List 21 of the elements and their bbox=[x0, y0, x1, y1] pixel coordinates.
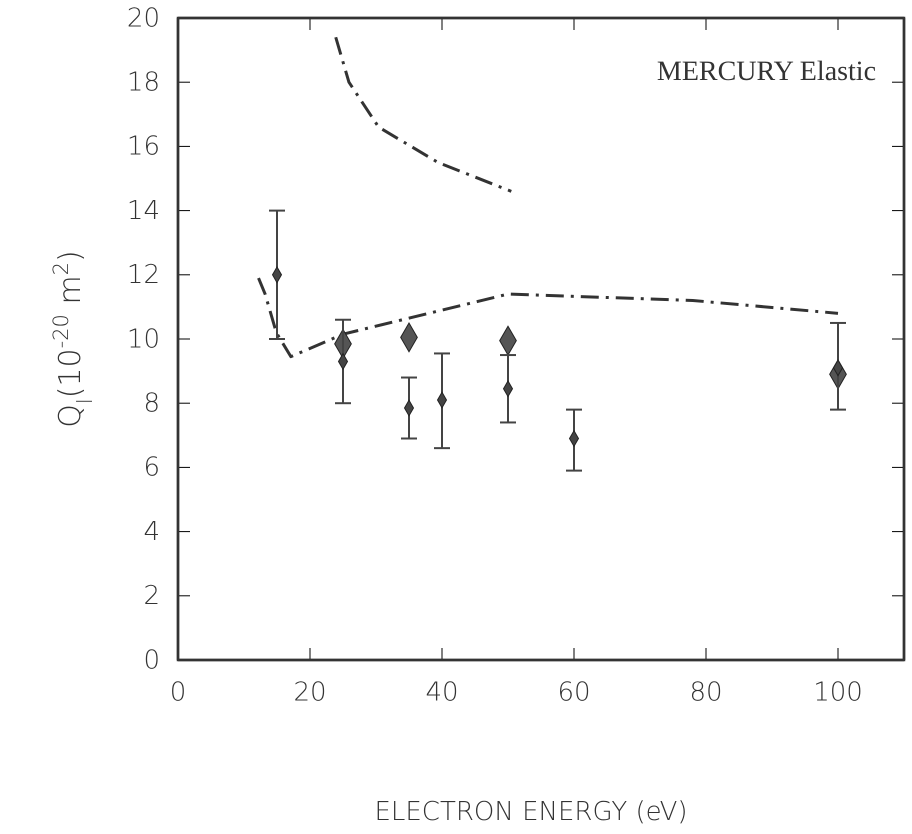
y-tick-label: 0 bbox=[143, 645, 160, 676]
y-tick-label: 20 bbox=[126, 3, 160, 34]
x-tick-label: 60 bbox=[557, 677, 591, 708]
x-tick-label: 20 bbox=[293, 677, 327, 708]
x-tick-label: 0 bbox=[170, 677, 186, 708]
y-tick-label: 14 bbox=[126, 196, 160, 226]
text: MERCURY Elastic bbox=[656, 56, 876, 87]
y-tick-label: 18 bbox=[126, 68, 160, 98]
y-tick-label: 16 bbox=[126, 132, 160, 162]
x-axis-title: ELECTRON ENERGY (eV) bbox=[374, 797, 688, 827]
line-series bbox=[257, 276, 840, 358]
line-series bbox=[334, 36, 513, 193]
x-tick-label: 100 bbox=[813, 677, 863, 708]
x-tick-label: 40 bbox=[425, 677, 459, 708]
y-tick-label: 2 bbox=[143, 581, 160, 612]
y-tick-label: 4 bbox=[143, 516, 160, 547]
x-tick-label: 80 bbox=[689, 677, 723, 708]
y-tick-label: 8 bbox=[143, 388, 160, 419]
y-tick-label: 10 bbox=[126, 324, 160, 354]
y-tick-label: 12 bbox=[126, 260, 160, 290]
y-tick-label: 6 bbox=[143, 452, 160, 483]
